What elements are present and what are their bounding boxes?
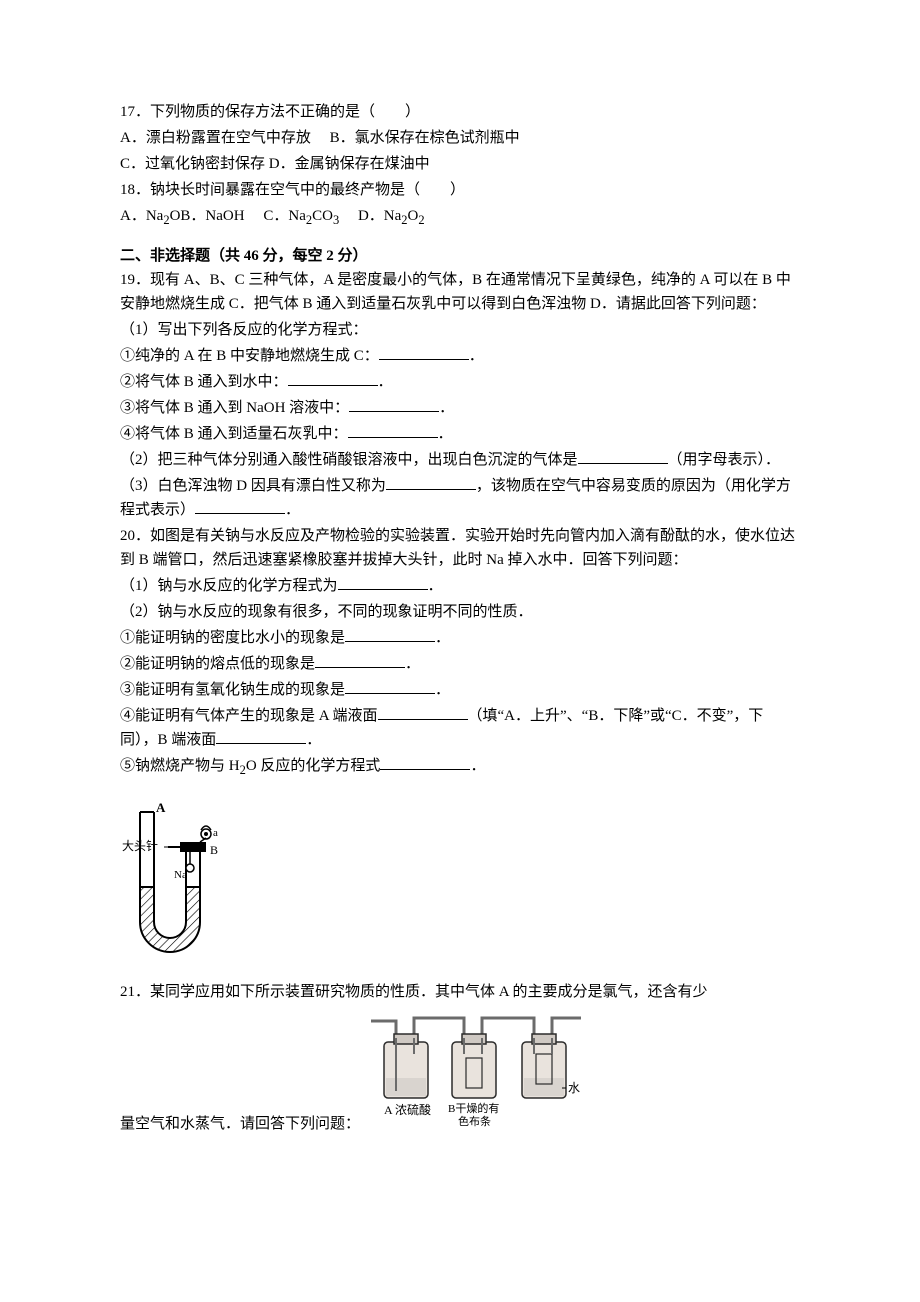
q21-row: 量空气和水蒸气．请回答下列问题：	[120, 1006, 800, 1136]
bottle-liquid	[386, 1078, 426, 1096]
q21-figure: A 浓硫酸 B干燥的有 色布条 水	[366, 1006, 596, 1136]
q20-fig-labela: a	[213, 827, 218, 839]
q18-options: A．Na2OB．NaOH C．Na2CO3 D．Na2O2	[120, 204, 800, 230]
blank	[386, 474, 476, 490]
q18-stem: 18．钠块长时间暴露在空气中的最终产物是（ ）	[120, 178, 800, 202]
blank	[288, 370, 378, 386]
blank	[345, 678, 435, 694]
blank	[338, 574, 428, 590]
q20-svg: A B a 大头针 Na	[120, 792, 260, 962]
q21-stem-a: 21．某同学应用如下所示装置研究物质的性质．其中气体 A 的主要成分是氯气，还含…	[120, 980, 800, 1004]
q18-optA-post: O	[170, 208, 181, 224]
q20-fig-labelB: B	[210, 843, 218, 857]
blank	[349, 396, 439, 412]
dot: ．	[435, 682, 450, 698]
dot: ．	[438, 426, 453, 442]
q17-options-line1: A．漂白粉露置在空气中存放 B．氯水保存在棕色试剂瓶中	[120, 126, 800, 150]
q18-optC: C．Na2CO3	[263, 208, 339, 224]
q19-stem: 19．现有 A、B、C 三种气体，A 是密度最小的气体，B 在通常情况下呈黄绿色…	[120, 268, 800, 316]
q20-p2a-text: ①能证明钠的密度比水小的现象是	[120, 630, 345, 646]
dot: ．	[306, 732, 321, 748]
q20-fig-labelA: A	[156, 800, 166, 815]
q21-fig-labelWater: 水	[568, 1081, 580, 1095]
blank	[348, 422, 438, 438]
q18-optD: D．Na2O2	[358, 208, 425, 224]
q17-optC: C．过氧化钠密封保存	[120, 156, 265, 172]
dot: ．	[428, 578, 443, 594]
q20-figure: A B a 大头针 Na	[120, 792, 800, 962]
q19-p1b: ②将气体 B 通入到水中： ．	[120, 370, 800, 394]
bottle-C	[522, 1034, 566, 1098]
blank	[195, 498, 285, 514]
q18-optD-mid: O	[408, 208, 419, 224]
q18-optC-sub2: 3	[333, 213, 339, 227]
blank	[216, 728, 306, 744]
q19-p1: （1）写出下列各反应的化学方程式：	[120, 318, 800, 342]
bottle-B	[452, 1034, 496, 1098]
q20-p2b-text: ②能证明钠的熔点低的现象是	[120, 656, 315, 672]
q19-p2a-text: （2）把三种气体分别通入酸性硝酸银溶液中，出现白色沉淀的气体是	[120, 452, 578, 468]
q19-p2: （2）把三种气体分别通入酸性硝酸银溶液中，出现白色沉淀的气体是 （用字母表示）．	[120, 448, 800, 472]
q19-p1d-text: ④将气体 B 通入到适量石灰乳中：	[120, 426, 348, 442]
bottle-liquid	[524, 1078, 564, 1096]
q19-p3a-text: （3）白色浑浊物 D 因具有漂白性又称为	[120, 478, 386, 494]
q20-p2c-text: ③能证明有氢氧化钠生成的现象是	[120, 682, 345, 698]
q20-p2d-a-text: ④能证明有气体产生的现象是 A 端液面	[120, 708, 378, 724]
q18-optC-pre: C．Na	[263, 208, 306, 224]
q19-p1c: ③将气体 B 通入到 NaOH 溶液中： ．	[120, 396, 800, 420]
dot: ．	[405, 656, 420, 672]
q17-optD: D．金属钠保存在煤油中	[269, 156, 430, 172]
q19-p1a-text: ①纯净的 A 在 B 中安静地燃烧生成 C：	[120, 348, 379, 364]
q19-p2b-text: （用字母表示）．	[668, 452, 781, 468]
q17-optB: B．氯水保存在棕色试剂瓶中	[330, 130, 520, 146]
q18-optD-pre: D．Na	[358, 208, 401, 224]
q19-p1d: ④将气体 B 通入到适量石灰乳中： ．	[120, 422, 800, 446]
blank	[345, 626, 435, 642]
q18-optA-pre: A．Na	[120, 208, 163, 224]
dot: ．	[470, 758, 485, 774]
blank	[315, 652, 405, 668]
dot: ．	[285, 502, 300, 518]
section2-heading: 二、非选择题（共 46 分，每空 2 分）	[120, 244, 800, 268]
q21-fig-labelA: A 浓硫酸	[384, 1102, 431, 1117]
q20-p2: （2）钠与水反应的现象有很多，不同的现象证明不同的性质．	[120, 600, 800, 624]
q18-optB: B．NaOH	[180, 208, 244, 224]
q17-stem: 17．下列物质的保存方法不正确的是（ ）	[120, 100, 800, 124]
q20-p2a: ①能证明钠的密度比水小的现象是 ．	[120, 626, 800, 650]
q20-stem: 20．如图是有关钠与水反应及产物检验的实验装置．实验开始时先向管内加入滴有酚酞的…	[120, 524, 800, 572]
blank	[578, 448, 668, 464]
dot: ．	[439, 400, 454, 416]
dot: ．	[435, 630, 450, 646]
q21-fig-labelB2: 色布条	[458, 1114, 491, 1128]
q20-p2e-b-text: O 反应的化学方程式	[246, 758, 381, 774]
q20-p2b: ②能证明钠的熔点低的现象是 ．	[120, 652, 800, 676]
q19-p1c-text: ③将气体 B 通入到 NaOH 溶液中：	[120, 400, 349, 416]
q21-svg: A 浓硫酸 B干燥的有 色布条 水	[366, 1006, 596, 1136]
dot: ．	[469, 348, 484, 364]
q18-optD-sub2: 2	[418, 213, 424, 227]
q17-optA: A．漂白粉露置在空气中存放	[120, 130, 311, 146]
q17-options-line2: C．过氧化钠密封保存 D．金属钠保存在煤油中	[120, 152, 800, 176]
q20-p2d: ④能证明有气体产生的现象是 A 端液面（填“A．上升”、“B．下降”或“C．不变…	[120, 704, 800, 752]
q20-p1-text: （1）钠与水反应的化学方程式为	[120, 578, 338, 594]
q18-optA: A．Na2O	[120, 208, 180, 224]
blank	[378, 704, 468, 720]
q20-fig-labelPin: 大头针	[122, 838, 158, 853]
bottle-A	[384, 1034, 428, 1098]
bottle-body	[452, 1042, 496, 1098]
q21-fig-labelB1: B干燥的有	[448, 1101, 499, 1115]
blank	[380, 754, 470, 770]
q18-optC-mid: CO	[312, 208, 333, 224]
q19-p3: （3）白色浑浊物 D 因具有漂白性又称为，该物质在空气中容易变质的原因为（用化学…	[120, 474, 800, 522]
q20-p1: （1）钠与水反应的化学方程式为 ．	[120, 574, 800, 598]
q19-p1b-text: ②将气体 B 通入到水中：	[120, 374, 288, 390]
q20-p2c: ③能证明有氢氧化钠生成的现象是 ．	[120, 678, 800, 702]
q21-stem-b: 量空气和水蒸气．请回答下列问题：	[120, 1112, 360, 1136]
q20-fig-labelNa: Na	[174, 869, 187, 881]
q20-p2e-a-text: ⑤钠燃烧产物与 H	[120, 758, 240, 774]
q20-p2e: ⑤钠燃烧产物与 H2O 反应的化学方程式．	[120, 754, 800, 780]
dot: ．	[378, 374, 393, 390]
blank	[379, 344, 469, 360]
q19-p1a: ①纯净的 A 在 B 中安静地燃烧生成 C： ．	[120, 344, 800, 368]
